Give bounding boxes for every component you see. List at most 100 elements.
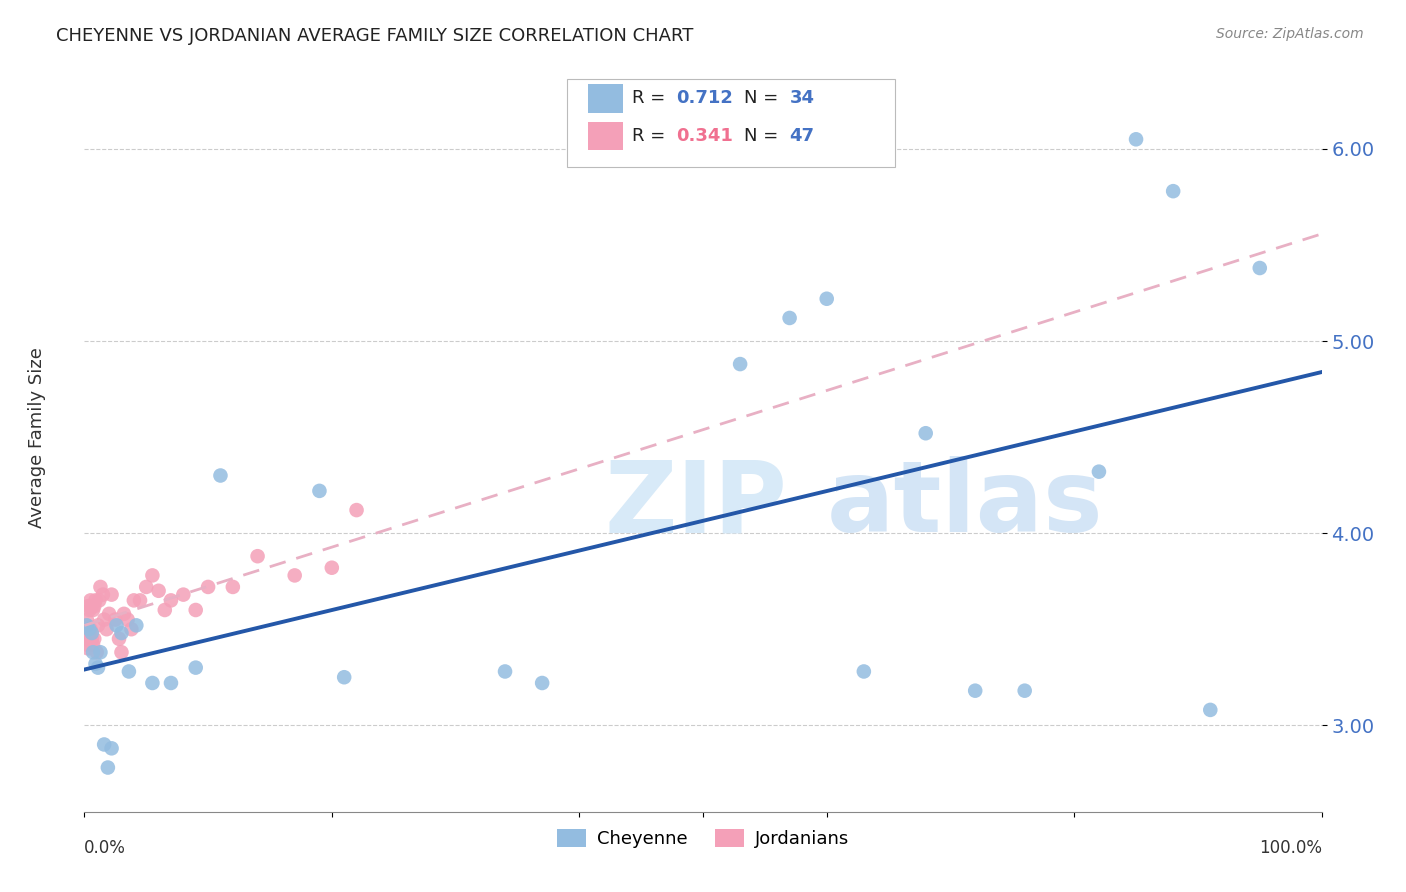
- Text: 100.0%: 100.0%: [1258, 839, 1322, 857]
- Point: [84, 657, 107, 671]
- Legend: Cheyenne, Jordanians: Cheyenne, Jordanians: [550, 822, 856, 855]
- Point: [1125, 132, 1147, 146]
- Point: [141, 676, 163, 690]
- Point: [79, 622, 101, 636]
- Point: [728, 357, 751, 371]
- FancyBboxPatch shape: [588, 84, 623, 112]
- Point: [160, 593, 183, 607]
- Text: CHEYENNE VS JORDANIAN AVERAGE FAMILY SIZE CORRELATION CHART: CHEYENNE VS JORDANIAN AVERAGE FAMILY SIZ…: [56, 27, 693, 45]
- Point: [197, 580, 219, 594]
- Point: [89, 580, 111, 594]
- Point: [96, 622, 118, 636]
- Point: [86, 645, 108, 659]
- Point: [852, 665, 875, 679]
- Point: [494, 665, 516, 679]
- Text: 34: 34: [790, 89, 814, 107]
- Point: [284, 568, 307, 582]
- Point: [87, 618, 110, 632]
- Point: [79, 593, 101, 607]
- Point: [160, 676, 183, 690]
- Point: [80, 632, 103, 646]
- Point: [79, 603, 101, 617]
- Point: [779, 310, 801, 325]
- Point: [815, 292, 838, 306]
- Point: [98, 607, 121, 621]
- Point: [105, 618, 128, 632]
- Point: [125, 618, 148, 632]
- Text: N =: N =: [744, 127, 783, 145]
- Point: [83, 632, 105, 646]
- Point: [222, 580, 245, 594]
- Point: [93, 613, 115, 627]
- Point: [76, 638, 98, 652]
- Point: [1088, 465, 1111, 479]
- Point: [108, 632, 131, 646]
- Point: [184, 603, 207, 617]
- FancyBboxPatch shape: [567, 78, 894, 168]
- Point: [80, 599, 103, 614]
- Text: Average Family Size: Average Family Size: [28, 347, 46, 527]
- Point: [87, 660, 110, 674]
- Point: [83, 599, 105, 614]
- Point: [172, 588, 194, 602]
- Text: N =: N =: [744, 89, 783, 107]
- FancyBboxPatch shape: [588, 121, 623, 150]
- Point: [110, 645, 132, 659]
- Point: [118, 665, 141, 679]
- Point: [122, 593, 145, 607]
- Text: ZIP: ZIP: [605, 456, 787, 553]
- Point: [120, 622, 142, 636]
- Point: [79, 622, 101, 636]
- Point: [79, 632, 101, 646]
- Point: [76, 618, 98, 632]
- Point: [1014, 683, 1036, 698]
- Point: [76, 613, 98, 627]
- Point: [112, 607, 135, 621]
- Point: [77, 641, 100, 656]
- Point: [246, 549, 269, 564]
- Point: [141, 568, 163, 582]
- Text: Source: ZipAtlas.com: Source: ZipAtlas.com: [1216, 27, 1364, 41]
- Text: atlas: atlas: [827, 456, 1104, 553]
- Text: 0.0%: 0.0%: [84, 839, 127, 857]
- Point: [110, 626, 132, 640]
- Text: R =: R =: [633, 127, 672, 145]
- Point: [129, 593, 152, 607]
- Point: [135, 580, 157, 594]
- Point: [93, 738, 115, 752]
- Point: [75, 618, 97, 632]
- Point: [117, 613, 139, 627]
- Point: [333, 670, 356, 684]
- Point: [914, 426, 936, 441]
- Point: [97, 760, 120, 774]
- Text: 0.712: 0.712: [676, 89, 733, 107]
- Point: [153, 603, 176, 617]
- Point: [84, 593, 107, 607]
- Point: [100, 741, 122, 756]
- Point: [100, 588, 122, 602]
- Point: [346, 503, 368, 517]
- Point: [77, 599, 100, 614]
- Point: [148, 583, 170, 598]
- Point: [89, 593, 111, 607]
- Point: [209, 468, 232, 483]
- Point: [82, 645, 104, 659]
- Text: 0.341: 0.341: [676, 127, 733, 145]
- Text: 47: 47: [790, 127, 814, 145]
- Point: [531, 676, 554, 690]
- Point: [82, 603, 104, 617]
- Point: [89, 645, 111, 659]
- Point: [184, 660, 207, 674]
- Point: [965, 683, 987, 698]
- Point: [308, 483, 330, 498]
- Point: [1161, 184, 1184, 198]
- Point: [91, 588, 114, 602]
- Point: [80, 626, 103, 640]
- Point: [75, 632, 97, 646]
- Point: [321, 560, 343, 574]
- Point: [104, 613, 127, 627]
- Point: [82, 638, 104, 652]
- Point: [1199, 703, 1222, 717]
- Text: R =: R =: [633, 89, 672, 107]
- Point: [1249, 260, 1271, 275]
